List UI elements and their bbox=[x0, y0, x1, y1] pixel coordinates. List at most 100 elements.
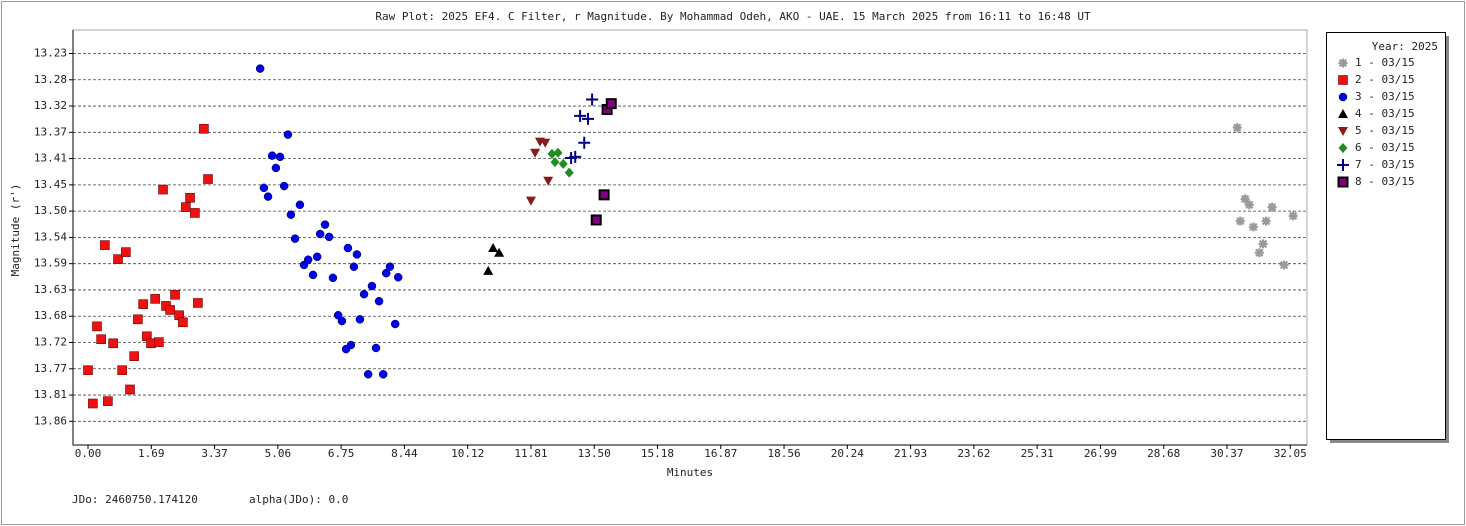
point bbox=[308, 270, 318, 280]
point bbox=[178, 317, 188, 328]
point bbox=[349, 262, 359, 271]
point bbox=[558, 158, 568, 169]
legend-marker bbox=[1338, 75, 1348, 85]
point bbox=[374, 296, 384, 306]
point bbox=[92, 321, 102, 332]
point bbox=[88, 398, 98, 409]
point bbox=[1279, 260, 1289, 270]
x-tick-label: 10.12 bbox=[451, 447, 484, 460]
x-tick-label: 11.81 bbox=[514, 447, 547, 460]
x-tick-label: 16.87 bbox=[704, 447, 737, 460]
point bbox=[108, 338, 118, 349]
point bbox=[312, 252, 322, 262]
point bbox=[1240, 194, 1250, 204]
x-tick-label: 21.93 bbox=[894, 447, 927, 460]
point bbox=[193, 298, 203, 308]
y-tick-label: 13.59 bbox=[34, 257, 67, 270]
point bbox=[117, 365, 127, 375]
point bbox=[295, 200, 305, 210]
point bbox=[564, 167, 574, 178]
point bbox=[359, 289, 369, 299]
point bbox=[190, 208, 200, 218]
point bbox=[547, 148, 557, 159]
point bbox=[275, 152, 285, 162]
point bbox=[525, 196, 536, 206]
point bbox=[154, 337, 164, 347]
x-tick-label: 5.06 bbox=[265, 447, 292, 460]
x-tick-label: 3.37 bbox=[201, 447, 228, 460]
point bbox=[578, 136, 591, 149]
x-tick-label: 32.05 bbox=[1274, 447, 1307, 460]
point bbox=[530, 148, 541, 158]
point bbox=[96, 334, 106, 345]
legend-title: Year: 2025 bbox=[1372, 40, 1438, 53]
point bbox=[1244, 200, 1254, 210]
legend-label: 2 - 03/15 bbox=[1355, 73, 1415, 86]
point bbox=[320, 220, 330, 229]
y-tick-label: 13.37 bbox=[34, 125, 67, 138]
point bbox=[605, 98, 617, 110]
point bbox=[185, 192, 195, 203]
point bbox=[378, 370, 388, 379]
x-tick-label: 8.44 bbox=[391, 447, 418, 460]
point bbox=[290, 234, 300, 243]
x-tick-label: 30.37 bbox=[1210, 447, 1243, 460]
point bbox=[121, 247, 131, 257]
point bbox=[363, 370, 373, 379]
point bbox=[1254, 248, 1264, 258]
y-tick-label: 13.81 bbox=[34, 388, 67, 401]
annotation: JDo: 2460750.174120 bbox=[72, 493, 198, 506]
point bbox=[1258, 239, 1268, 249]
x-tick-label: 28.68 bbox=[1147, 447, 1180, 460]
point bbox=[279, 181, 289, 191]
legend-box bbox=[1326, 32, 1446, 440]
point bbox=[371, 343, 381, 353]
point bbox=[315, 229, 325, 239]
x-tick-label: 15.18 bbox=[641, 447, 674, 460]
point bbox=[158, 184, 168, 195]
point bbox=[381, 268, 391, 278]
point bbox=[165, 305, 175, 315]
point bbox=[129, 351, 139, 361]
point bbox=[574, 109, 587, 122]
x-tick-label: 6.75 bbox=[328, 447, 355, 460]
x-tick-label: 0.00 bbox=[75, 447, 102, 460]
x-tick-label: 23.62 bbox=[957, 447, 990, 460]
legend-marker bbox=[1338, 109, 1348, 118]
point bbox=[1235, 216, 1245, 226]
legend-marker bbox=[1337, 159, 1349, 171]
legend-marker bbox=[1338, 58, 1348, 68]
point bbox=[483, 265, 494, 275]
legend-marker bbox=[1338, 143, 1348, 153]
point bbox=[1248, 222, 1258, 232]
point bbox=[181, 202, 191, 212]
point bbox=[303, 255, 313, 264]
point bbox=[352, 250, 362, 259]
point bbox=[553, 147, 563, 158]
point bbox=[150, 294, 160, 304]
y-tick-label: 13.45 bbox=[34, 178, 67, 191]
point bbox=[494, 247, 505, 257]
legend-marker bbox=[1337, 176, 1349, 188]
point bbox=[569, 150, 582, 163]
point bbox=[598, 189, 610, 201]
point bbox=[346, 340, 356, 350]
point bbox=[203, 174, 213, 184]
point bbox=[343, 243, 353, 253]
point bbox=[263, 192, 273, 201]
legend-label: 8 - 03/15 bbox=[1355, 175, 1415, 188]
legend-label: 5 - 03/15 bbox=[1355, 124, 1415, 137]
legend-label: 4 - 03/15 bbox=[1355, 107, 1415, 120]
point bbox=[125, 384, 135, 395]
point bbox=[586, 93, 599, 106]
point bbox=[1261, 216, 1271, 226]
point bbox=[1232, 123, 1242, 133]
point bbox=[390, 319, 400, 329]
y-tick-label: 13.86 bbox=[34, 414, 67, 427]
y-tick-label: 13.54 bbox=[34, 230, 67, 243]
legend-label: 6 - 03/15 bbox=[1355, 141, 1415, 154]
x-tick-label: 25.31 bbox=[1021, 447, 1054, 460]
y-tick-label: 13.68 bbox=[34, 309, 67, 322]
point bbox=[138, 299, 148, 309]
